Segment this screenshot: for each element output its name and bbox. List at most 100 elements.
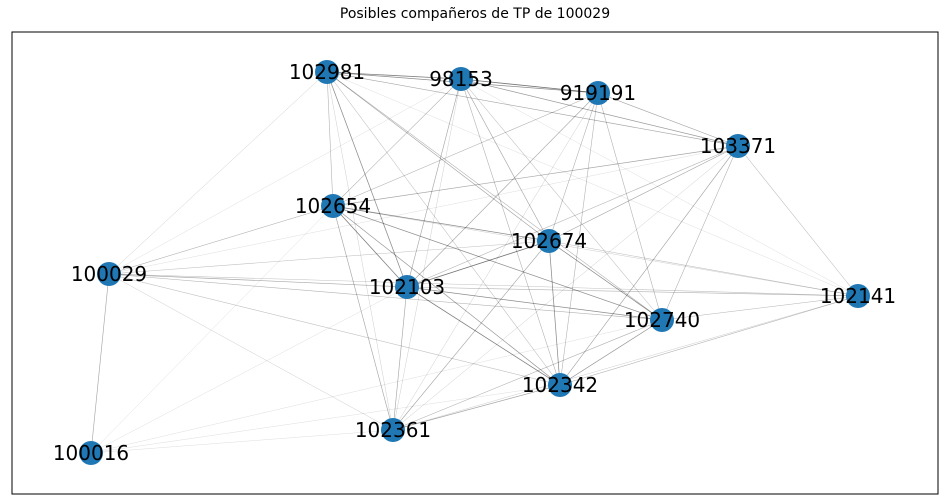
edge-102674-102342 [548, 240, 561, 386]
edge-102342-102361 [392, 384, 561, 431]
edge-102981-102103 [326, 71, 408, 288]
node-label-103371: 103371 [700, 134, 776, 158]
edge-102361-100016 [90, 429, 394, 454]
node-label-102342: 102342 [522, 373, 598, 397]
edge-102654-102674 [332, 205, 550, 242]
node-102361 [381, 418, 405, 442]
edge-98153-102361 [392, 78, 462, 431]
edge-103371-102654 [332, 145, 739, 207]
node-label-919191: 919191 [560, 81, 636, 105]
edge-98153-102141 [460, 78, 859, 297]
edge-102740-100029 [108, 273, 663, 321]
edge-98153-102103 [406, 78, 462, 288]
edge-layer [90, 71, 859, 454]
edge-100029-102141 [108, 273, 859, 297]
edge-102981-102361 [326, 71, 394, 431]
edge-919191-102361 [392, 92, 599, 431]
edge-919191-103371 [597, 92, 739, 147]
edge-102103-102740 [406, 286, 663, 321]
edge-919191-102654 [332, 92, 599, 207]
edge-102981-102740 [326, 71, 663, 321]
edge-102361-102141 [392, 295, 859, 431]
node-102654 [321, 194, 345, 218]
node-102141 [846, 284, 870, 308]
edge-102103-102141 [406, 286, 859, 297]
node-100029 [97, 262, 121, 286]
node-102342 [548, 373, 572, 397]
edge-102981-102141 [326, 71, 859, 297]
edge-102654-102740 [332, 205, 663, 321]
node-label-98153: 98153 [429, 67, 493, 91]
edge-102981-103371 [326, 71, 739, 147]
edge-102740-102361 [392, 319, 663, 431]
edge-103371-102674 [548, 145, 739, 242]
edge-919191-102342 [559, 92, 599, 386]
edge-102674-102103 [406, 240, 550, 288]
edge-102981-98153 [326, 71, 462, 80]
edge-98153-103371 [460, 78, 739, 147]
edge-102654-102361 [332, 205, 394, 431]
edge-98153-102654 [332, 78, 462, 207]
node-919191 [586, 81, 610, 105]
node-label-102740: 102740 [624, 308, 700, 332]
node-102674 [537, 229, 561, 253]
edge-98153-919191 [460, 78, 599, 94]
edge-102342-100029 [108, 273, 561, 386]
edge-919191-102740 [597, 92, 663, 321]
label-layer: 102981 98153 919191 103371 102654 102674 10002… [53, 60, 896, 465]
edge-103371-102740 [661, 145, 739, 321]
node-label-102654: 102654 [295, 194, 371, 218]
edge-98153-100029 [108, 78, 462, 275]
edge-102361-100029 [108, 273, 394, 431]
edge-98153-102740 [460, 78, 663, 321]
node-label-102361: 102361 [355, 418, 431, 442]
edge-102342-100016 [90, 384, 561, 454]
node-102981 [315, 60, 339, 84]
edge-102103-100029 [108, 273, 408, 288]
node-98153 [449, 67, 473, 91]
edge-103371-102361 [392, 145, 739, 431]
node-100016 [79, 441, 103, 465]
node-layer [79, 60, 870, 465]
plot-frame [11, 31, 939, 495]
edge-102981-102654 [326, 71, 334, 207]
chart-title: Posibles compañeros de TP de 100029 [339, 6, 611, 22]
edge-102674-102141 [548, 240, 859, 297]
edge-102674-102740 [548, 240, 663, 321]
edge-102654-102141 [332, 205, 859, 297]
edge-102981-102674 [326, 71, 550, 242]
node-label-100016: 100016 [53, 441, 129, 465]
edge-919191-102103 [406, 92, 599, 288]
node-102740 [650, 308, 674, 332]
edge-102654-100016 [90, 205, 334, 454]
node-label-102103: 102103 [369, 275, 445, 299]
edge-102342-102141 [559, 295, 859, 386]
edge-102654-100029 [108, 205, 334, 275]
node-label-100029: 100029 [71, 262, 147, 286]
edge-100029-100016 [90, 273, 110, 454]
edge-102654-102103 [332, 205, 408, 288]
edge-102981-100029 [108, 71, 328, 275]
edge-102103-100016 [90, 286, 408, 454]
edge-102740-102342 [559, 319, 663, 386]
edge-103371-102342 [559, 145, 739, 386]
edge-98153-102674 [460, 78, 550, 242]
node-label-102674: 102674 [511, 229, 587, 253]
edge-102654-102342 [332, 205, 561, 386]
node-102103 [395, 275, 419, 299]
edge-102103-102342 [406, 286, 561, 386]
edge-919191-102674 [548, 92, 599, 242]
edge-102674-102361 [392, 240, 550, 431]
edge-102740-102141 [661, 295, 859, 321]
edge-102103-102361 [392, 286, 408, 431]
edge-98153-102342 [460, 78, 561, 386]
edge-103371-102141 [737, 145, 859, 297]
edge-102740-100016 [90, 319, 663, 454]
edge-103371-100029 [108, 145, 739, 275]
node-label-102981: 102981 [289, 60, 365, 84]
node-103371 [726, 134, 750, 158]
edge-103371-102103 [406, 145, 739, 288]
node-label-102141: 102141 [820, 284, 896, 308]
edge-102674-100029 [108, 240, 550, 275]
